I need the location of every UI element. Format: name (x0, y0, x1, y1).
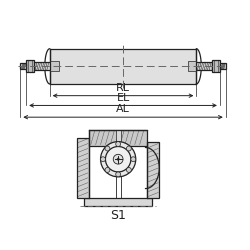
Circle shape (126, 168, 131, 172)
Circle shape (106, 146, 131, 172)
Bar (220, 64, 226, 69)
Circle shape (100, 142, 136, 177)
Circle shape (105, 168, 110, 172)
Text: RL: RL (116, 83, 130, 93)
Circle shape (126, 146, 131, 151)
Circle shape (100, 157, 105, 162)
Bar (26, 60, 34, 72)
Circle shape (105, 146, 110, 151)
Bar (188, 62, 196, 71)
Bar (89, 130, 148, 146)
Polygon shape (148, 142, 159, 198)
Bar (196, 62, 212, 70)
Text: EL: EL (116, 92, 130, 102)
Circle shape (131, 157, 136, 162)
Bar (50, 49, 196, 84)
Text: AL: AL (116, 104, 130, 114)
Text: S1: S1 (110, 210, 126, 222)
Bar (34, 62, 50, 70)
Bar (84, 198, 152, 206)
Bar (77, 138, 89, 198)
Circle shape (116, 142, 120, 146)
Bar (212, 60, 220, 72)
Bar (50, 62, 58, 71)
Circle shape (117, 158, 119, 160)
Circle shape (116, 172, 120, 177)
Bar (20, 64, 26, 69)
Circle shape (113, 154, 123, 164)
Bar (116, 130, 120, 159)
